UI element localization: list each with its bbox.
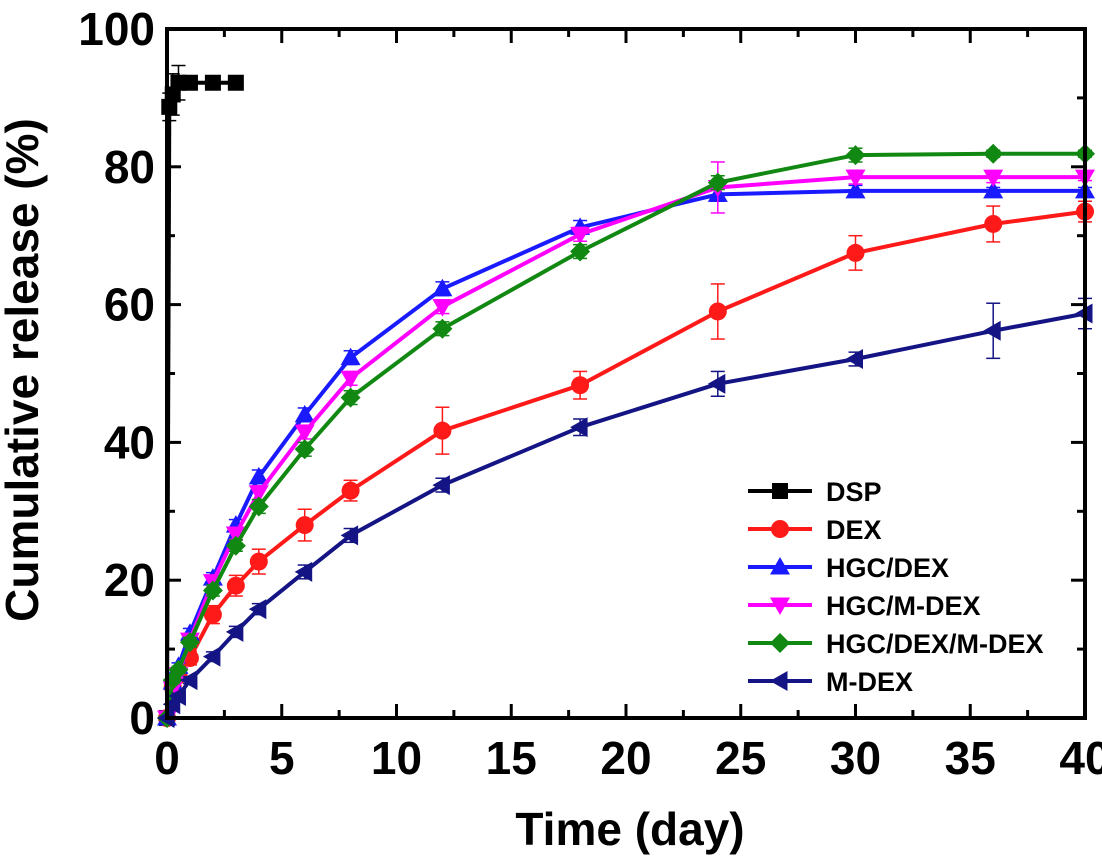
data-point [983,320,1001,341]
data-point [248,466,269,485]
data-point [432,299,453,317]
legend-marker [772,483,788,499]
legend-label: M-DEX [826,667,913,697]
data-point [340,387,361,408]
x-tick-label: 30 [830,732,881,784]
data-point [225,621,244,642]
data-point [845,349,863,370]
y-tick-label: 80 [104,141,155,193]
data-point [707,373,726,394]
data-point [571,376,590,395]
data-point [204,74,221,91]
legend-label: DEX [826,515,882,545]
legend-label: HGC/M-DEX [826,591,981,621]
data-point [845,180,866,199]
x-tick-label: 5 [269,732,295,784]
data-point [433,421,452,440]
x-tick-label: 40 [1059,732,1102,784]
data-point [983,143,1004,164]
legend-item: M-DEX [748,667,913,697]
data-point [340,347,361,366]
data-point [707,172,728,193]
x-tick-label: 25 [715,732,766,784]
data-point [570,241,591,262]
data-point [202,646,221,667]
y-tick-label: 100 [78,3,155,55]
data-point [179,670,198,691]
legend-item: HGC/M-DEX [748,591,981,621]
data-point [708,302,727,321]
legend-label: HGC/DEX/M-DEX [826,629,1044,659]
data-point [570,417,588,438]
data-point [341,481,360,500]
data-point [294,404,315,423]
x-tick-label: 15 [486,732,537,784]
y-tick-label: 20 [104,554,155,606]
data-point [340,525,359,546]
data-point [294,439,315,460]
legend-label: HGC/DEX [826,553,949,583]
legend-label: DSP [826,477,882,507]
data-point [181,74,198,91]
data-point [983,169,1004,188]
y-axis-title: Cumulative release (%) [0,118,48,622]
data-point [432,278,453,297]
data-point [179,632,200,653]
y-tick-label: 0 [129,692,155,744]
legend: DSP DEX HGC/DEX HGC/M-DEX HGC/DEX/M-DEX M-DEX [748,477,1044,697]
data-point [248,496,269,517]
y-tick-label: 60 [104,279,155,331]
legend-marker [771,520,789,538]
data-point [432,475,450,496]
data-point [432,318,453,339]
y-tick-label: 40 [104,416,155,468]
x-axis-title: Time (day) [515,803,744,855]
data-point [226,576,245,595]
data-point [846,243,865,262]
data-point [983,180,1004,199]
data-point [294,424,315,443]
legend-item: DSP [748,477,882,507]
data-point [168,659,189,680]
data-point [168,685,186,706]
data-point [295,516,314,535]
data-point [225,535,246,556]
legend-marker [770,633,790,653]
legend-marker [770,671,788,691]
data-point [249,552,268,571]
legend-marker [770,557,790,575]
data-point [202,580,223,601]
x-tick-label: 35 [945,732,996,784]
legend-item: HGC/DEX [748,553,949,583]
series-line [165,80,236,719]
data-point [845,145,866,166]
data-point [225,526,246,545]
data-point [845,169,866,188]
data-point [227,74,244,91]
x-tick-label: 20 [600,732,651,784]
data-point [294,561,313,582]
x-tick-label: 10 [371,732,422,784]
data-point [248,485,269,503]
axes: 0 5 10 15 20 25 30 35 40 0 20 40 60 80 100 [78,3,1102,784]
x-tick-label: 0 [154,732,180,784]
legend-item: HGC/DEX/M-DEX [748,629,1044,659]
data-point [984,214,1003,233]
data-point [340,370,361,389]
legend-item: DEX [748,515,882,545]
data-point [203,605,222,624]
data-point [570,226,591,245]
data-point [248,599,267,620]
legend-marker [770,597,790,615]
